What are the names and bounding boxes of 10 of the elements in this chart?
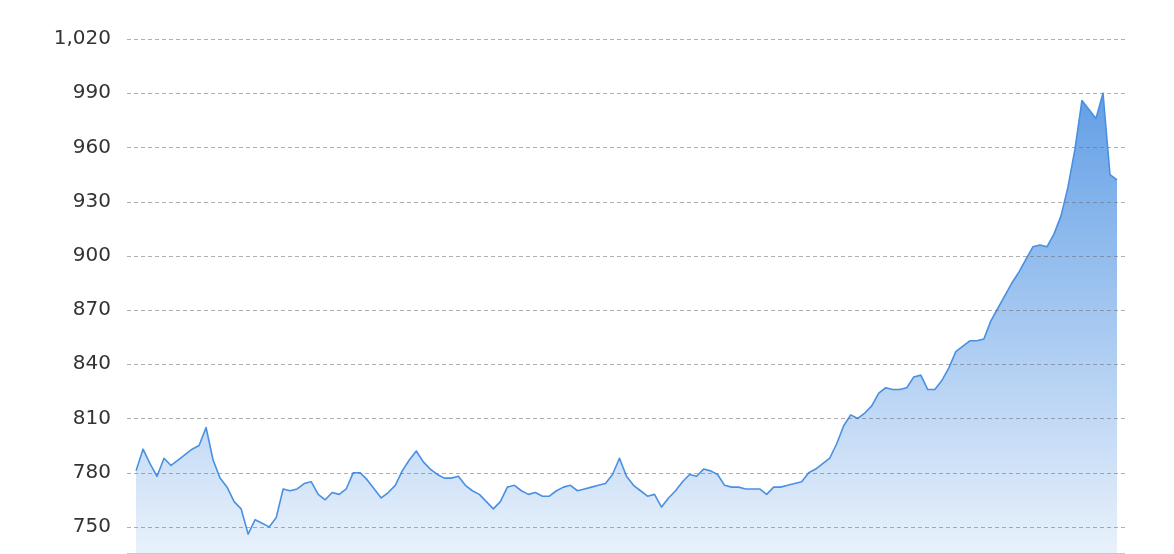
y-tick-label: 930 (72, 187, 111, 212)
y-tick-label: 990 (72, 79, 111, 104)
y-tick-label: 900 (72, 242, 111, 267)
y-tick-label: 840 (72, 350, 111, 375)
y-tick-label: 810 (72, 404, 111, 429)
y-tick-label: 960 (72, 133, 111, 158)
y-tick-label: 1,020 (53, 25, 111, 50)
y-tick-label: 750 (72, 513, 111, 538)
y-tick-label: 870 (72, 296, 111, 321)
y-tick-label: 780 (72, 458, 111, 483)
